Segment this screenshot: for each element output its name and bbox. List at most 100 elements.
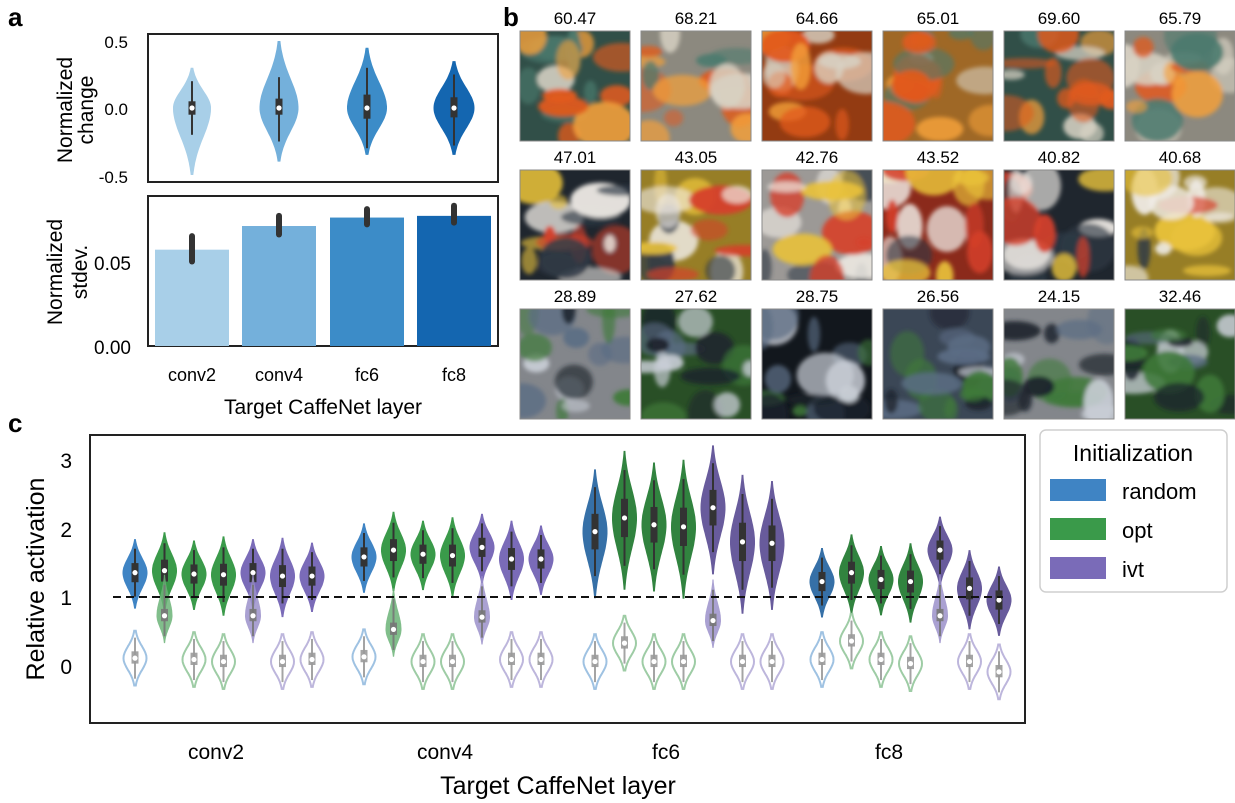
image-tile <box>745 291 879 436</box>
violin-median-dot <box>450 659 455 664</box>
image-score: 64.66 <box>796 9 839 28</box>
panel-a-bottom: Normalized stdev. 0.05 0.00 conv2 conv4 … <box>44 196 498 419</box>
tile-blobs <box>755 158 890 303</box>
tile-blob <box>592 225 641 274</box>
tile-blob <box>633 186 695 214</box>
tile-blob <box>647 268 698 282</box>
violin-median-dot <box>280 659 285 664</box>
violin-median-dot <box>819 579 824 584</box>
image-tile <box>1102 309 1235 419</box>
image-tile <box>862 296 1000 422</box>
tile-content <box>745 291 879 436</box>
tile-blob <box>762 63 786 89</box>
image-tile <box>616 15 774 157</box>
panel-c-legend: Initialization random opt ivt <box>1040 430 1227 592</box>
panel-c-xlabel: Target CaffeNet layer <box>440 772 676 800</box>
tile-blob <box>765 365 791 393</box>
tile-blob <box>722 186 752 204</box>
violin-median-dot <box>849 570 854 575</box>
violin-median-dot <box>681 524 686 529</box>
panel-a-bottom-bars <box>155 206 491 346</box>
tile-blob <box>747 291 799 340</box>
violin-median-dot <box>710 618 715 623</box>
tile-blob <box>965 202 984 248</box>
violin-median-dot <box>849 638 854 643</box>
image-tile <box>1111 11 1235 147</box>
violin-median-dot <box>622 515 627 520</box>
tile-blob <box>886 199 899 232</box>
tile-content <box>862 296 1000 422</box>
tile-blob <box>1081 406 1129 424</box>
tile-blob <box>998 70 1025 80</box>
tile-blob <box>584 81 597 104</box>
panel-a-top-violins <box>173 41 475 175</box>
panel-a-bottom-ytick: 0.00 <box>94 338 131 359</box>
panel-a-xlabel: Target CaffeNet layer <box>224 396 422 419</box>
panel-a-bottom-ylabel-1: Normalized <box>44 219 67 325</box>
image-score: 43.52 <box>917 148 960 167</box>
violin-median-dot <box>878 657 883 662</box>
tile-blob <box>992 58 1056 69</box>
panel-a-top-ylabel-1: Normalized <box>54 57 77 163</box>
tile-blob <box>1126 100 1147 113</box>
violin-median-dot <box>651 659 656 664</box>
image-score: 43.05 <box>675 148 718 167</box>
violin-median-dot <box>967 586 972 591</box>
tile-blob <box>705 255 735 286</box>
panel-label-a: a <box>8 2 23 32</box>
tile-blob <box>884 389 898 414</box>
violin-median-dot <box>162 568 167 573</box>
image-score: 47.01 <box>554 148 597 167</box>
legend-label-ivt: ivt <box>1122 557 1144 582</box>
image-tile <box>1109 155 1235 290</box>
tile-blob <box>1078 167 1132 191</box>
violin-median-dot <box>967 659 972 664</box>
tile-blob <box>629 120 670 156</box>
violin-median-dot <box>162 613 167 618</box>
tile-blob <box>770 172 804 217</box>
violin-median-dot <box>592 659 597 664</box>
tile-blob <box>1084 379 1114 427</box>
legend-swatch-ivt <box>1050 557 1106 579</box>
violin-median-dot <box>479 615 484 620</box>
image-tile <box>618 299 765 440</box>
tile-blob <box>856 237 872 247</box>
image-tile <box>498 289 649 425</box>
tile-blobs <box>977 161 1132 302</box>
tile-blob <box>743 361 756 377</box>
violin-median-dot <box>740 659 745 664</box>
tile-content <box>507 162 648 288</box>
violin-median-dot <box>538 556 543 561</box>
violin-median-dot <box>191 657 196 662</box>
panel-c-xtick: fc8 <box>875 741 903 764</box>
image-score: 60.47 <box>554 9 597 28</box>
image-score: 65.79 <box>1159 9 1202 28</box>
tile-blob <box>635 46 663 57</box>
image-score: 28.75 <box>796 287 839 306</box>
panel-a-xtick: fc8 <box>442 365 466 385</box>
tile-blob <box>641 402 686 431</box>
tile-blob <box>1204 212 1235 222</box>
tile-blob <box>814 52 843 84</box>
image-score: 68.21 <box>675 9 718 28</box>
tile-blob <box>1183 265 1231 276</box>
tile-blob <box>1133 37 1154 58</box>
tile-content <box>977 161 1132 302</box>
tile-blob <box>901 372 962 394</box>
tile-content <box>740 24 897 141</box>
panel-c-violins <box>123 445 1012 699</box>
violin-median-dot <box>250 570 255 575</box>
tile-blob <box>588 343 612 366</box>
violin-median-dot <box>309 657 314 662</box>
tile-blob <box>653 75 712 106</box>
violin-median-dot <box>361 654 366 659</box>
tile-blob <box>1171 33 1224 72</box>
violin-median-dot <box>769 659 774 664</box>
tile-blob <box>680 368 740 385</box>
tile-blob <box>678 306 713 337</box>
violin-median-dot <box>450 553 455 558</box>
violin-median-dot <box>651 522 656 527</box>
tile-blob <box>1172 71 1223 117</box>
tile-blob <box>1155 243 1171 255</box>
